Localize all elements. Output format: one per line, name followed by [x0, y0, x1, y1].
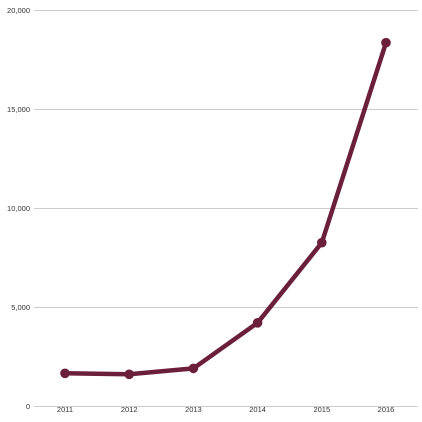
- series-line: [62, 40, 389, 377]
- x-tick-label: 2012: [121, 405, 138, 414]
- y-tick-label: 15,000: [7, 105, 30, 114]
- y-axis-tick-labels: 0 5,000 10,000 15,000 20,000: [7, 6, 30, 411]
- x-tick-label: 2014: [249, 405, 266, 414]
- x-tick-label: 2013: [185, 405, 202, 414]
- x-tick-label: 2015: [313, 405, 330, 414]
- x-tick-label: 2016: [378, 405, 395, 414]
- data-point: [60, 368, 70, 379]
- y-tick-label: 20,000: [7, 6, 30, 15]
- series: [60, 37, 391, 380]
- data-point: [188, 363, 199, 374]
- data-point: [124, 369, 134, 380]
- y-tick-label: 0: [26, 402, 30, 411]
- y-tick-label: 5,000: [11, 303, 30, 312]
- gridlines: [34, 10, 418, 407]
- data-point: [317, 237, 327, 248]
- y-tick-label: 10,000: [7, 204, 30, 213]
- data-point: [252, 318, 263, 328]
- x-axis-tick-labels: 2011 2012 2013 2014 2015 2016: [57, 405, 394, 414]
- x-tick-label: 2011: [57, 405, 73, 414]
- data-point: [381, 37, 391, 48]
